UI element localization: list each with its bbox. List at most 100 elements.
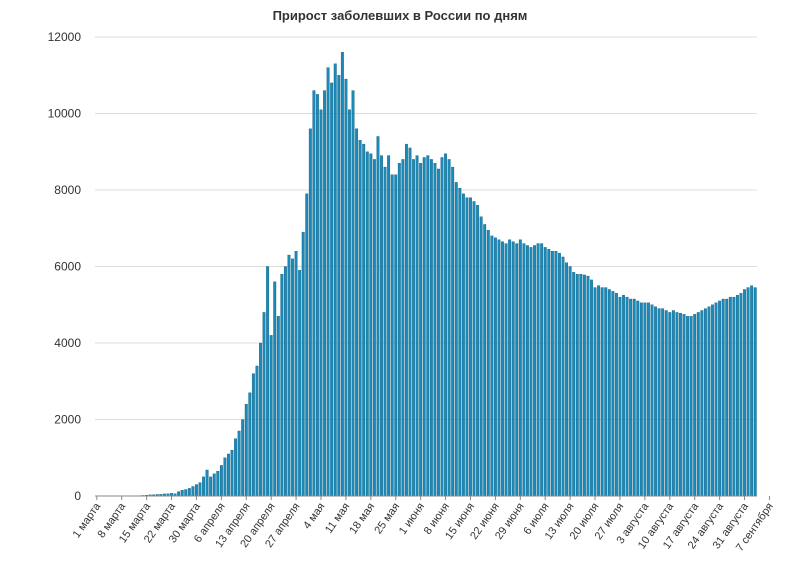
bar	[394, 174, 398, 497]
bar	[280, 273, 284, 497]
bar	[337, 75, 341, 497]
bar	[266, 266, 270, 497]
bar	[205, 469, 209, 497]
bar	[419, 163, 423, 497]
bar	[540, 243, 544, 497]
bar	[348, 109, 351, 497]
y-tick-label: 10000	[48, 107, 82, 121]
bar	[515, 243, 519, 497]
bar	[237, 430, 241, 497]
bar	[472, 201, 476, 497]
bar	[212, 473, 216, 497]
bar	[686, 316, 690, 497]
bar	[390, 174, 394, 497]
bar	[440, 157, 444, 497]
bar	[298, 270, 302, 497]
bar	[458, 187, 462, 497]
bar	[308, 128, 312, 497]
bar	[316, 94, 319, 497]
bar	[461, 193, 465, 497]
bar	[739, 293, 743, 497]
bar	[251, 373, 255, 497]
bar	[483, 224, 487, 497]
bar	[750, 285, 754, 497]
bar	[643, 302, 647, 497]
bar	[358, 140, 362, 497]
bar	[376, 136, 380, 497]
bar	[219, 465, 223, 497]
bar	[668, 312, 672, 497]
bar	[422, 157, 426, 497]
bar	[661, 308, 665, 497]
bar	[287, 254, 291, 497]
y-tick-label: 4000	[54, 336, 81, 350]
bar	[493, 237, 497, 497]
bar	[234, 438, 238, 497]
bar	[216, 470, 220, 497]
bar	[568, 266, 572, 497]
bar	[444, 153, 448, 497]
bar	[273, 281, 277, 497]
bar	[550, 251, 554, 497]
bar	[333, 63, 337, 497]
bar	[671, 310, 675, 497]
y-tick-label: 0	[74, 489, 81, 503]
bar	[323, 90, 326, 497]
bar	[604, 287, 608, 497]
bar	[703, 308, 707, 497]
bar	[426, 155, 430, 497]
bar	[657, 308, 661, 497]
bar	[340, 52, 344, 497]
y-axis-ticks: 0 2000 4000 6000 8000 10000 12000	[48, 30, 82, 503]
bar	[526, 245, 529, 497]
bar	[383, 166, 387, 497]
bar	[558, 252, 561, 497]
bar	[575, 273, 579, 497]
bar	[362, 143, 366, 497]
bar	[404, 143, 408, 497]
bar	[728, 296, 732, 497]
bar	[565, 262, 569, 497]
bar	[625, 296, 629, 497]
bar	[319, 109, 323, 497]
bar	[248, 392, 252, 497]
bar	[447, 159, 451, 497]
bar	[369, 153, 373, 497]
bar	[305, 193, 309, 497]
bar	[714, 302, 718, 497]
bar	[187, 488, 191, 497]
bar	[600, 287, 604, 497]
bar	[693, 314, 697, 497]
bar	[718, 300, 722, 497]
bar	[700, 310, 704, 497]
bar	[497, 239, 501, 497]
y-tick-label: 6000	[54, 260, 81, 274]
bar	[255, 365, 259, 497]
bar	[504, 243, 508, 497]
bar	[433, 163, 437, 497]
bar	[614, 293, 618, 497]
bar	[262, 312, 266, 497]
bar	[508, 239, 512, 497]
bar	[629, 298, 633, 497]
bar	[351, 90, 355, 497]
bar	[746, 287, 750, 497]
bar	[454, 182, 458, 497]
bar	[230, 449, 234, 497]
bars-layer	[102, 52, 757, 497]
bar	[650, 304, 654, 497]
bar	[408, 147, 412, 497]
bar	[618, 296, 622, 497]
bar	[533, 245, 536, 497]
bar	[401, 159, 405, 497]
bar	[501, 241, 504, 497]
bar	[647, 302, 650, 497]
bar	[675, 312, 679, 497]
y-tick-label: 2000	[54, 413, 81, 427]
bar	[732, 296, 736, 497]
bar	[397, 163, 401, 497]
bar	[486, 230, 490, 497]
bar	[518, 239, 522, 497]
